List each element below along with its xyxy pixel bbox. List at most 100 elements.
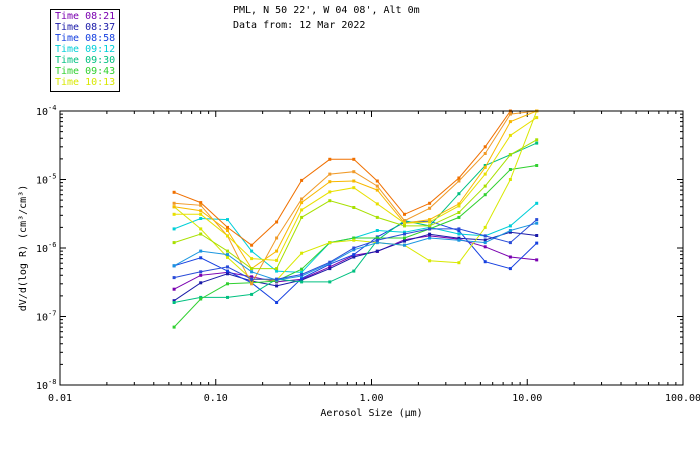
data-point-11-14 bbox=[535, 138, 539, 142]
data-point-5-5 bbox=[300, 267, 304, 271]
data-point-5-0 bbox=[172, 325, 176, 329]
data-point-4-12 bbox=[483, 164, 487, 167]
data-point-5-12 bbox=[483, 193, 487, 197]
data-point-5-7 bbox=[352, 236, 356, 240]
chart-subtitle: Data from: 12 Mar 2022 bbox=[233, 20, 366, 31]
data-point-12-0 bbox=[172, 264, 176, 268]
data-point-6-13 bbox=[508, 178, 512, 181]
data-point-0-1 bbox=[199, 273, 203, 277]
data-point-8-7 bbox=[352, 170, 356, 174]
data-point-3-9 bbox=[403, 230, 406, 234]
data-point-1-6 bbox=[328, 267, 332, 271]
data-point-8-5 bbox=[300, 197, 304, 201]
data-point-11-10 bbox=[428, 224, 432, 228]
data-point-11-3 bbox=[250, 267, 254, 271]
data-point-6-1 bbox=[199, 227, 203, 231]
data-point-4-11 bbox=[457, 192, 461, 196]
data-point-10-0 bbox=[172, 212, 176, 216]
data-point-2-2 bbox=[226, 269, 229, 273]
legend-entry-2: Time 08:58 bbox=[55, 33, 116, 44]
data-point-10-6 bbox=[328, 190, 332, 194]
data-point-12-11 bbox=[457, 238, 461, 242]
x-axis-title: Aerosol Size (μm) bbox=[320, 408, 422, 419]
data-point-13-0 bbox=[172, 276, 176, 280]
data-point-2-5 bbox=[300, 276, 304, 280]
data-point-12-1 bbox=[199, 249, 203, 253]
data-point-7-11 bbox=[457, 176, 461, 180]
data-point-8-0 bbox=[172, 201, 176, 205]
data-point-1-14 bbox=[535, 234, 539, 237]
data-point-3-2 bbox=[226, 218, 229, 222]
data-point-1-1 bbox=[199, 281, 203, 285]
data-point-3-0 bbox=[172, 227, 176, 231]
data-point-8-4 bbox=[275, 236, 279, 240]
data-point-1-8 bbox=[375, 249, 379, 253]
data-point-2-13 bbox=[508, 267, 512, 271]
series-line-9 bbox=[174, 110, 537, 270]
data-point-11-1 bbox=[199, 232, 203, 236]
data-point-7-5 bbox=[300, 178, 304, 182]
data-point-1-9 bbox=[403, 239, 406, 243]
data-point-9-5 bbox=[300, 201, 304, 205]
data-point-5-14 bbox=[535, 164, 539, 167]
data-point-10-5 bbox=[300, 208, 304, 212]
data-point-11-0 bbox=[172, 241, 176, 245]
legend-entry-5: Time 09:43 bbox=[55, 66, 116, 77]
data-point-11-7 bbox=[352, 206, 356, 209]
data-point-9-11 bbox=[457, 202, 461, 206]
data-point-11-12 bbox=[483, 184, 487, 188]
data-point-1-3 bbox=[250, 279, 254, 283]
data-point-13-1 bbox=[199, 270, 203, 274]
data-point-3-11 bbox=[457, 232, 461, 236]
data-point-10-12 bbox=[483, 172, 487, 176]
data-point-10-4 bbox=[275, 258, 279, 262]
data-point-8-10 bbox=[428, 206, 432, 210]
data-point-2-4 bbox=[275, 301, 279, 304]
data-point-3-4 bbox=[275, 269, 279, 273]
plot-frame bbox=[59, 110, 684, 386]
data-point-1-4 bbox=[275, 284, 279, 288]
data-point-12-12 bbox=[483, 241, 487, 245]
data-point-3-13 bbox=[508, 224, 512, 228]
data-point-13-12 bbox=[483, 234, 487, 238]
data-point-4-1 bbox=[199, 295, 203, 299]
legend-entry-0: Time 08:21 bbox=[55, 11, 116, 22]
data-point-7-0 bbox=[172, 190, 176, 194]
data-point-10-7 bbox=[352, 186, 356, 190]
data-point-1-11 bbox=[457, 236, 461, 240]
data-point-3-5 bbox=[300, 270, 304, 274]
data-point-10-1 bbox=[199, 212, 203, 216]
data-point-8-3 bbox=[250, 282, 254, 286]
data-point-7-6 bbox=[328, 157, 332, 161]
data-point-10-3 bbox=[250, 257, 254, 261]
data-point-7-1 bbox=[199, 201, 203, 205]
data-point-6-12 bbox=[483, 225, 487, 229]
y-tick-label-0: 10-8 bbox=[36, 378, 56, 392]
data-point-13-4 bbox=[275, 277, 279, 281]
data-point-5-1 bbox=[199, 297, 203, 301]
data-point-9-4 bbox=[275, 249, 279, 253]
data-point-7-7 bbox=[352, 157, 356, 161]
data-point-0-6 bbox=[328, 265, 332, 269]
data-point-7-9 bbox=[403, 212, 406, 216]
data-point-12-3 bbox=[250, 270, 254, 274]
data-point-1-10 bbox=[428, 232, 432, 236]
data-point-4-6 bbox=[328, 280, 332, 284]
data-point-5-2 bbox=[226, 282, 229, 286]
data-point-4-14 bbox=[535, 141, 539, 145]
data-point-9-13 bbox=[508, 120, 512, 124]
data-point-13-6 bbox=[328, 260, 332, 264]
x-tick-label-0: 0.01 bbox=[48, 393, 72, 404]
data-point-9-8 bbox=[375, 188, 379, 192]
data-point-5-11 bbox=[457, 215, 461, 219]
data-point-11-6 bbox=[328, 199, 332, 203]
data-point-7-2 bbox=[226, 225, 229, 229]
series-line-4 bbox=[174, 142, 537, 303]
x-tick-label-4: 100.00 bbox=[665, 393, 700, 404]
data-point-11-2 bbox=[226, 249, 229, 253]
data-point-1-5 bbox=[300, 278, 304, 282]
data-point-10-11 bbox=[457, 204, 461, 208]
data-point-13-2 bbox=[226, 265, 229, 269]
data-point-9-0 bbox=[172, 205, 176, 209]
data-point-2-11 bbox=[457, 229, 461, 233]
